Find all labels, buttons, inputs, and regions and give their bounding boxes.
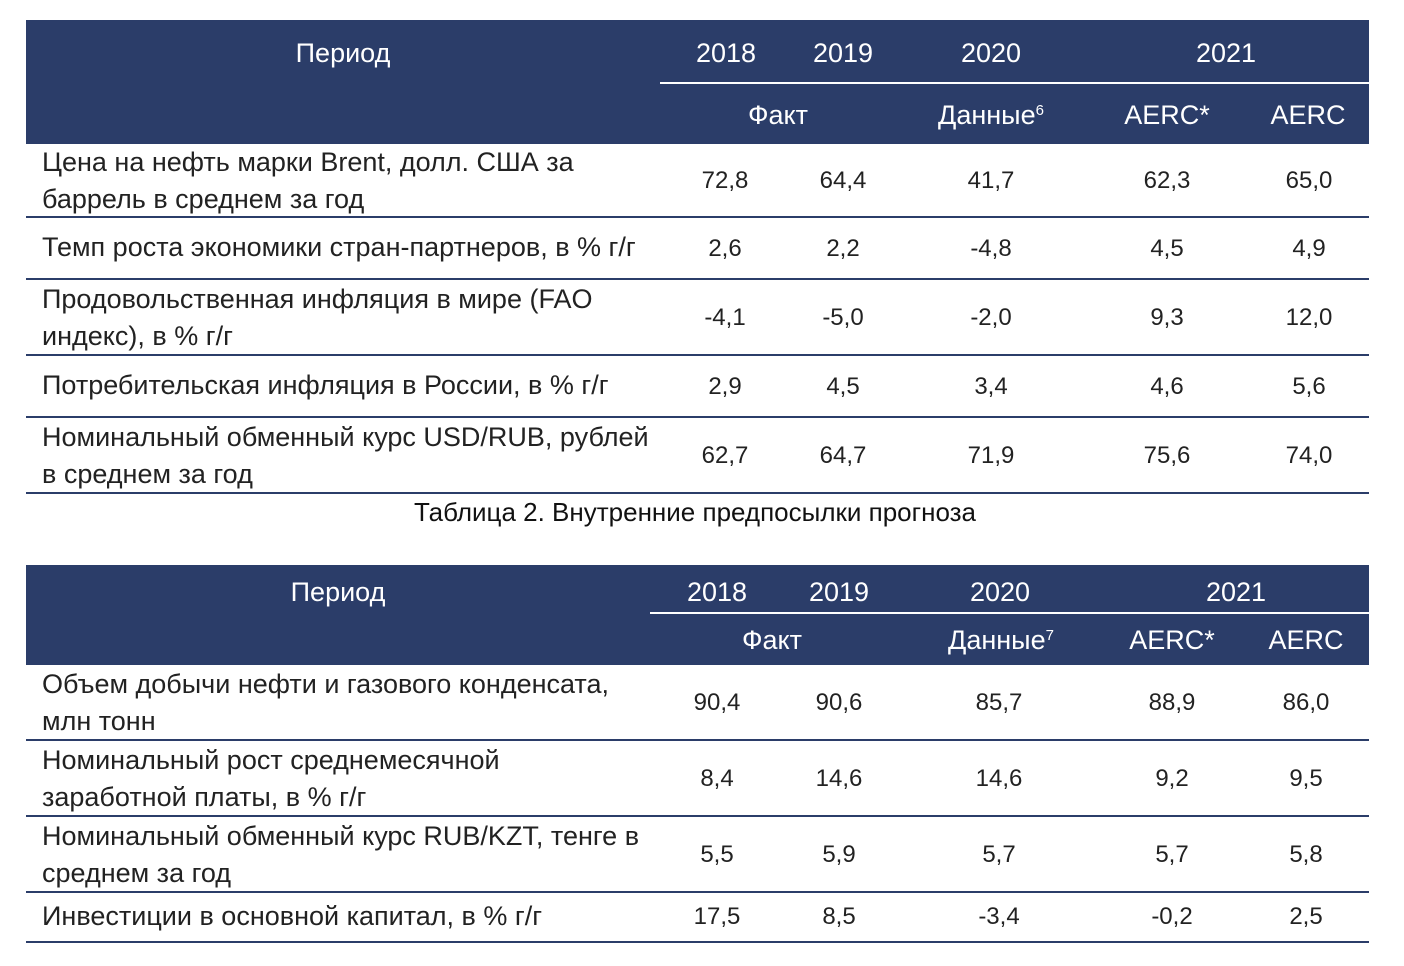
cell-aerc-star: 4,5 (1150, 235, 1184, 262)
cell-aerc: 65,0 (1285, 167, 1333, 194)
cell-aerc-star: 5,7 (1155, 841, 1189, 868)
header-year-2021: 2021 (1195, 38, 1257, 68)
cell-2019: 14,6 (815, 765, 863, 792)
header-aerc: AERC (1268, 625, 1344, 655)
cell-2020: -2,0 (970, 304, 1012, 331)
cell-aerc-star: 9,2 (1155, 765, 1189, 792)
cell-aerc-star: -0,2 (1151, 903, 1193, 930)
cell-2018: 5,5 (700, 841, 734, 868)
table-caption: Таблица 2. Внутренние предпосылки прогно… (413, 497, 977, 527)
header-data: Данные7 (948, 625, 1054, 655)
row-label: Номинальный обменный курс USD/RUB, рубле… (42, 422, 649, 489)
cell-2018: 90,4 (693, 689, 741, 716)
header-divider (660, 82, 1369, 84)
cell-aerc-star: 62,3 (1143, 167, 1191, 194)
row-label: Продовольственная инфляция в мире (FAO и… (42, 284, 593, 351)
cell-aerc: 86,0 (1282, 689, 1330, 716)
cell-2019: 90,6 (815, 689, 863, 716)
header-divider (650, 612, 1369, 614)
cell-2020: 71,9 (967, 442, 1015, 469)
cell-aerc: 4,9 (1292, 235, 1326, 262)
row-label: Инвестиции в основной капитал, в % г/г (42, 901, 543, 931)
cell-2019: 4,5 (826, 373, 860, 400)
cell-2019: -5,0 (822, 304, 864, 331)
cell-2018: 2,6 (708, 235, 742, 262)
table-row: Продовольственная инфляция в мире (FAO и… (26, 280, 1369, 356)
cell-2020: 5,7 (982, 841, 1016, 868)
cell-aerc: 12,0 (1285, 304, 1333, 331)
cell-2019: 64,7 (819, 442, 867, 469)
table-row: Номинальный рост среднемесячной заработн… (26, 741, 1369, 817)
row-label: Номинальный рост среднемесячной заработн… (42, 745, 500, 812)
table-header: Период 2018 2019 2020 2021 Факт Данные7 … (26, 565, 1369, 665)
header-year-2021: 2021 (1205, 577, 1267, 607)
row-label: Темп роста экономики стран-партнеров, в … (42, 232, 636, 262)
header-fact: Факт (747, 100, 809, 130)
header-year-2019: 2019 (808, 577, 870, 607)
cell-2019: 64,4 (819, 167, 867, 194)
cell-aerc-star: 75,6 (1143, 442, 1191, 469)
header-aerc: AERC (1270, 100, 1346, 130)
row-label: Потребительская инфляция в России, в % г… (42, 370, 609, 400)
cell-aerc: 2,5 (1289, 903, 1323, 930)
header-year-2018: 2018 (695, 38, 757, 68)
cell-2020: 85,7 (975, 689, 1023, 716)
row-label: Объем добычи нефти и газового конденсата… (42, 669, 610, 736)
cell-2018: 2,9 (708, 373, 742, 400)
header-aerc-star: AERC* (1129, 625, 1215, 655)
table-row: Потребительская инфляция в России, в % г… (26, 356, 1369, 418)
header-year-2018: 2018 (686, 577, 748, 607)
cell-aerc: 5,6 (1292, 373, 1326, 400)
table-row: Объем добычи нефти и газового конденсата… (26, 665, 1369, 741)
cell-2019: 5,9 (822, 841, 856, 868)
cell-aerc-star: 4,6 (1150, 373, 1184, 400)
cell-2020: -3,4 (978, 903, 1020, 930)
cell-2019: 8,5 (822, 903, 856, 930)
internal-assumptions-table: Период 2018 2019 2020 2021 Факт Данные7 … (26, 565, 1369, 943)
header-year-2020: 2020 (969, 577, 1031, 607)
row-label: Цена на нефть марки Brent, долл. США за … (42, 147, 574, 214)
cell-aerc: 9,5 (1289, 765, 1323, 792)
cell-aerc: 5,8 (1289, 841, 1323, 868)
cell-2018: 17,5 (693, 903, 741, 930)
cell-aerc-star: 9,3 (1150, 304, 1184, 331)
cell-2020: -4,8 (970, 235, 1012, 262)
table-row: Цена на нефть марки Brent, долл. США за … (26, 144, 1369, 218)
row-label: Номинальный обменный курс RUB/KZT, тенге… (42, 821, 640, 888)
header-aerc-star: AERC* (1124, 100, 1210, 130)
cell-2020: 3,4 (974, 373, 1008, 400)
table-row: Номинальный обменный курс RUB/KZT, тенге… (26, 817, 1369, 893)
external-assumptions-table: Период 2018 2019 2020 2021 Факт Данные6 … (26, 20, 1369, 494)
header-year-2020: 2020 (960, 38, 1022, 68)
cell-2020: 41,7 (967, 167, 1015, 194)
header-period: Период (295, 38, 391, 68)
cell-aerc-star: 88,9 (1148, 689, 1196, 716)
table-row: Темп роста экономики стран-партнеров, в … (26, 218, 1369, 280)
table-row: Номинальный обменный курс USD/RUB, рубле… (26, 418, 1369, 494)
cell-2018: 62,7 (701, 442, 749, 469)
table-header: Период 2018 2019 2020 2021 Факт Данные6 … (26, 20, 1369, 144)
header-period: Период (290, 577, 386, 607)
cell-2018: 72,8 (701, 167, 749, 194)
header-year-2019: 2019 (812, 38, 874, 68)
header-fact: Факт (741, 625, 803, 655)
cell-aerc: 74,0 (1285, 442, 1333, 469)
cell-2018: 8,4 (700, 765, 734, 792)
cell-2020: 14,6 (975, 765, 1023, 792)
table-row: Инвестиции в основной капитал, в % г/г 1… (26, 893, 1369, 943)
header-data: Данные6 (938, 100, 1044, 130)
cell-2018: -4,1 (704, 304, 746, 331)
cell-2019: 2,2 (826, 235, 860, 262)
